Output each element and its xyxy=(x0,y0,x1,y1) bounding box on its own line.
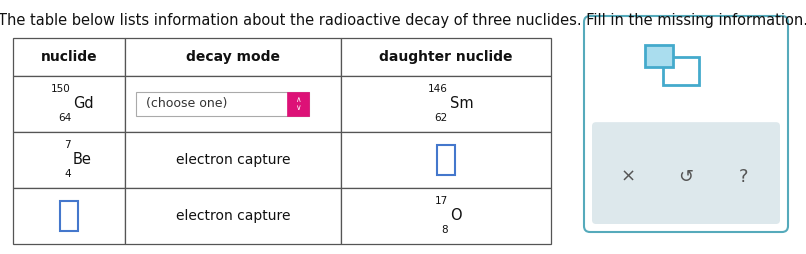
Text: electron capture: electron capture xyxy=(176,209,290,223)
Text: ↺: ↺ xyxy=(679,168,693,186)
Text: ∨: ∨ xyxy=(295,103,301,113)
Bar xyxy=(645,45,673,67)
Text: 62: 62 xyxy=(434,113,448,123)
Text: 150: 150 xyxy=(52,84,71,94)
Text: ?: ? xyxy=(739,168,748,186)
Bar xyxy=(13,38,125,76)
Text: 17: 17 xyxy=(434,196,448,206)
Bar xyxy=(125,38,341,76)
Bar xyxy=(341,38,551,76)
Bar xyxy=(125,132,341,188)
Text: decay mode: decay mode xyxy=(186,50,280,64)
Text: ∧: ∧ xyxy=(295,96,301,104)
FancyBboxPatch shape xyxy=(592,122,780,224)
Bar xyxy=(287,92,309,116)
Bar xyxy=(60,201,78,231)
Bar xyxy=(13,188,125,244)
Bar xyxy=(135,92,309,116)
Bar xyxy=(663,57,699,85)
Text: ×: × xyxy=(621,168,636,186)
Text: Gd: Gd xyxy=(73,97,93,112)
Bar xyxy=(125,76,341,132)
FancyBboxPatch shape xyxy=(584,16,788,232)
Bar xyxy=(341,188,551,244)
Text: O: O xyxy=(450,209,462,224)
Bar xyxy=(125,188,341,244)
Bar xyxy=(13,76,125,132)
Text: Sm: Sm xyxy=(450,97,474,112)
Text: The table below lists information about the radioactive decay of three nuclides.: The table below lists information about … xyxy=(0,13,806,28)
Text: daughter nuclide: daughter nuclide xyxy=(380,50,513,64)
Text: 7: 7 xyxy=(64,140,71,150)
Text: 64: 64 xyxy=(58,113,71,123)
Bar xyxy=(13,132,125,188)
Text: 146: 146 xyxy=(428,84,448,94)
Bar xyxy=(341,132,551,188)
Text: Be: Be xyxy=(73,152,92,167)
Text: 8: 8 xyxy=(442,225,448,235)
Text: electron capture: electron capture xyxy=(176,153,290,167)
Text: (choose one): (choose one) xyxy=(146,98,227,110)
Bar xyxy=(437,145,455,175)
Text: nuclide: nuclide xyxy=(40,50,98,64)
Text: 4: 4 xyxy=(64,169,71,179)
Bar xyxy=(341,76,551,132)
